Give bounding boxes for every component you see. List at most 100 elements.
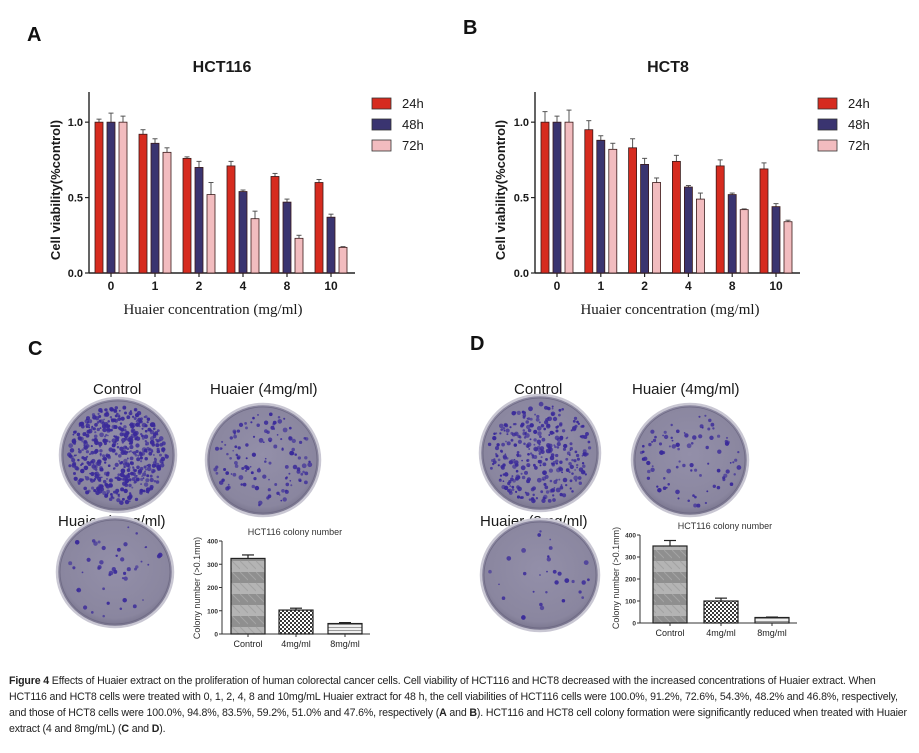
colony-dot bbox=[124, 437, 128, 441]
colony-dot bbox=[280, 438, 283, 441]
colony-dot bbox=[492, 435, 497, 441]
colony-dot bbox=[583, 560, 589, 565]
colony-dot bbox=[120, 487, 125, 492]
colony-dot bbox=[717, 469, 721, 473]
colony-dot bbox=[145, 487, 151, 493]
colony-dot bbox=[497, 464, 500, 467]
colony-dot bbox=[513, 458, 516, 461]
colony-dot bbox=[527, 428, 532, 433]
colony-dot bbox=[501, 596, 506, 600]
colony-dot bbox=[219, 447, 223, 450]
colony-dot bbox=[114, 406, 119, 410]
colony-dot bbox=[141, 475, 144, 478]
bar-72h bbox=[294, 237, 304, 274]
colony-dot bbox=[118, 454, 122, 458]
colony-dot bbox=[526, 424, 531, 430]
colony-dot bbox=[234, 464, 239, 468]
colony-dot bbox=[556, 442, 561, 447]
colony-dot bbox=[129, 456, 134, 461]
colony-dot bbox=[145, 443, 147, 446]
bar-48h bbox=[238, 191, 248, 274]
colony-dot bbox=[215, 471, 219, 475]
colony-dot bbox=[71, 439, 77, 444]
colony-dot bbox=[76, 432, 81, 437]
colony-dot bbox=[264, 457, 267, 460]
colony-dot bbox=[244, 469, 248, 472]
colony-dot bbox=[156, 429, 160, 432]
colony-dot bbox=[273, 444, 278, 449]
colony-dot bbox=[529, 417, 533, 421]
colony-dot bbox=[574, 424, 578, 428]
colony-dot bbox=[251, 452, 257, 457]
colony-dot bbox=[94, 448, 99, 454]
colony-dot bbox=[225, 471, 230, 475]
colony-dot bbox=[675, 465, 679, 469]
colony-dot bbox=[130, 433, 135, 438]
colony-dot bbox=[555, 429, 559, 433]
colony-dot bbox=[123, 425, 127, 429]
colony-dot bbox=[546, 557, 551, 562]
colony-dot bbox=[574, 450, 578, 454]
bar-72h bbox=[652, 182, 661, 274]
bar-4mg-ml bbox=[703, 600, 739, 624]
colony-dot bbox=[73, 476, 78, 481]
colony-dot bbox=[99, 467, 104, 472]
colony-dot bbox=[88, 419, 93, 424]
colony-dot bbox=[151, 463, 156, 468]
colony-dot bbox=[533, 443, 536, 446]
colony-dot bbox=[123, 542, 128, 547]
colony-dot bbox=[99, 449, 103, 453]
colony-dot bbox=[522, 413, 527, 418]
colony-dot bbox=[544, 485, 549, 490]
colony-dot bbox=[568, 471, 571, 474]
colony-dot bbox=[253, 477, 257, 481]
colony-dot bbox=[263, 420, 269, 425]
colony-dot bbox=[494, 446, 500, 451]
colony-dot bbox=[230, 473, 233, 475]
colony-dot bbox=[529, 438, 532, 441]
plate-label-control: Control bbox=[514, 381, 563, 398]
colony-dot bbox=[543, 497, 546, 500]
colony-dot bbox=[150, 448, 154, 452]
colony-dot bbox=[257, 413, 259, 416]
colony-dot bbox=[657, 487, 662, 493]
colony-dot bbox=[143, 416, 146, 418]
colony-dot bbox=[82, 432, 87, 437]
x-tick-label: 1 bbox=[152, 279, 159, 293]
colony-dot bbox=[668, 445, 671, 448]
colony-dot bbox=[71, 458, 76, 463]
colony-dot bbox=[215, 465, 219, 469]
colony-dot bbox=[252, 416, 255, 420]
colony-dot bbox=[698, 415, 701, 418]
caption-text: Effects of Huaier extract on the prolife… bbox=[9, 675, 898, 719]
colony-dot bbox=[95, 461, 100, 466]
colony-dot bbox=[144, 439, 147, 443]
caption-text: and bbox=[128, 723, 152, 735]
colony-dot bbox=[517, 434, 521, 439]
colony-dot bbox=[108, 570, 114, 576]
colony-dot bbox=[641, 457, 646, 461]
colony-dot bbox=[549, 538, 552, 541]
colony-dot bbox=[161, 449, 164, 452]
colony-dot bbox=[110, 493, 113, 496]
colony-dot bbox=[290, 451, 295, 456]
bar-24h bbox=[628, 147, 637, 274]
y-tick-label: 0 bbox=[214, 632, 218, 639]
colony-dot bbox=[511, 485, 515, 489]
colony-dot bbox=[557, 571, 562, 576]
colony-dot bbox=[499, 432, 502, 435]
colony-dot bbox=[108, 447, 113, 452]
colony-dot bbox=[541, 437, 546, 442]
colony-dot bbox=[520, 496, 524, 499]
colony-dot bbox=[568, 462, 572, 466]
colony-dot bbox=[99, 427, 102, 430]
caption-ref: D bbox=[151, 723, 160, 735]
colony-dot bbox=[301, 463, 307, 469]
colony-dot bbox=[141, 422, 147, 428]
colony-dot bbox=[232, 449, 235, 452]
colony-dot bbox=[506, 433, 509, 436]
colony-dot bbox=[234, 445, 238, 449]
colony-dot bbox=[117, 493, 120, 496]
x-tick-label: 8mg/ml bbox=[330, 639, 360, 649]
colony-dot bbox=[580, 434, 585, 439]
